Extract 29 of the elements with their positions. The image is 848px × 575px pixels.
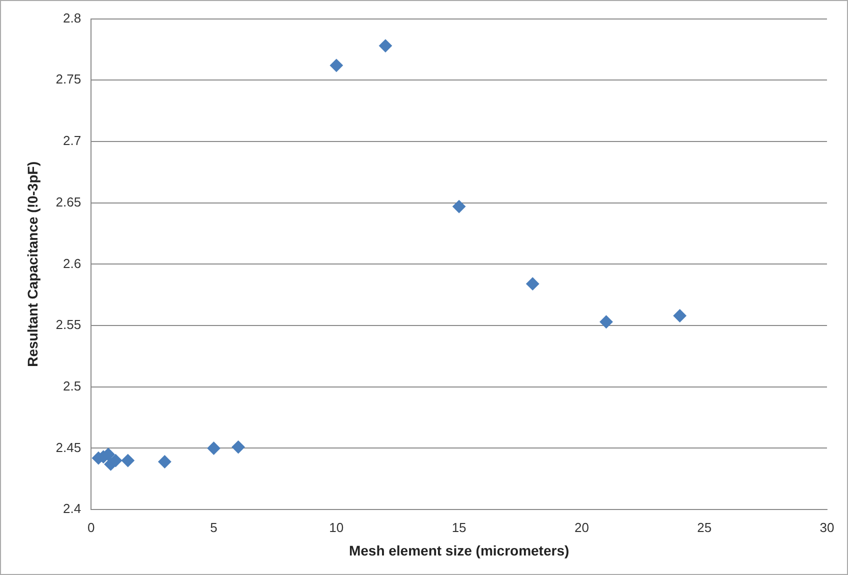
x-tick-label: 15 (452, 520, 466, 535)
y-tick-label: 2.6 (63, 256, 82, 271)
point (121, 454, 134, 468)
y-tick-label: 2.55 (56, 317, 82, 332)
y-axis-title: Resultant Capacitance (!0-3pF) (24, 162, 40, 367)
point (378, 39, 392, 52)
y-tick-label: 2.5 (63, 378, 82, 394)
y-tick-label: 2.7 (63, 133, 82, 148)
x-tick-label: 30 (820, 520, 834, 535)
point (600, 315, 613, 328)
x-tick-label: 25 (697, 520, 712, 535)
x-axis-title: Mesh element size (micrometers) (348, 542, 570, 558)
point (207, 442, 220, 455)
x-tick-label: 20 (574, 520, 589, 535)
point (452, 200, 466, 214)
point (158, 455, 172, 468)
point (330, 58, 343, 72)
y-tick-label: 2.65 (56, 194, 82, 210)
y-tick-label: 2.75 (56, 72, 82, 87)
point (232, 440, 245, 454)
point (526, 277, 540, 290)
y-tick-label: 2.4 (63, 501, 82, 516)
y-tick-label: 2.8 (63, 10, 82, 26)
point (673, 309, 686, 322)
x-tick-label: 0 (87, 520, 95, 535)
x-tick-label: 5 (210, 520, 218, 535)
x-tick-label: 10 (329, 520, 344, 535)
point (109, 454, 122, 468)
y-tick-label: 2.45 (56, 440, 82, 455)
